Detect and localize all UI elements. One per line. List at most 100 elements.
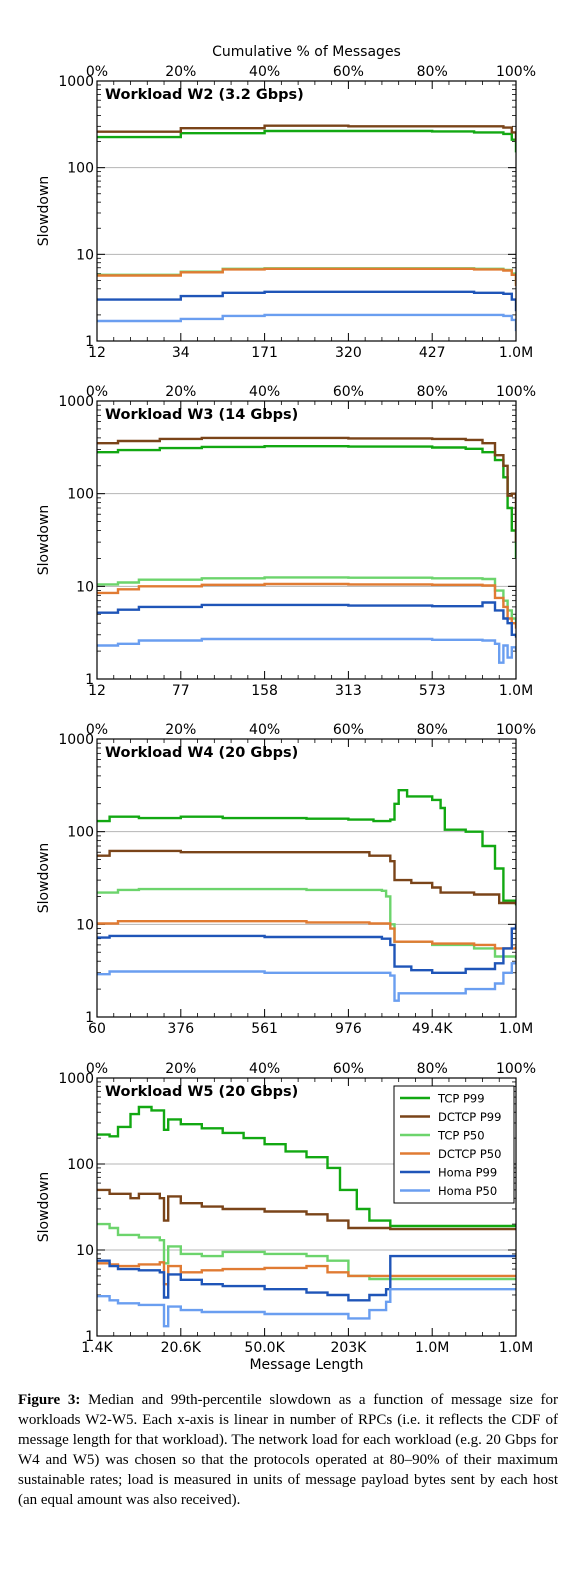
x-tick-label: 1.0M: [499, 1021, 533, 1037]
top-tick-label: 20%: [165, 384, 196, 400]
top-tick-label: 0%: [86, 64, 108, 80]
x-tick-label: 20.6K: [161, 1340, 202, 1356]
series-line-dctcp-p99: [97, 1188, 516, 1231]
y-tick-label: 1: [85, 672, 94, 688]
panel-title: Workload W2 (3.2 Gbps): [105, 87, 304, 103]
y-tick-label: 10: [76, 579, 94, 595]
y-tick-label: 100: [67, 161, 94, 177]
x-tick-label: 561: [251, 1021, 278, 1037]
y-axis-label: Slowdown: [36, 176, 52, 247]
top-tick-label: 0%: [86, 384, 108, 400]
y-axis-label: Slowdown: [36, 1172, 52, 1243]
panel-title: Workload W5 (20 Gbps): [105, 1084, 298, 1100]
y-tick-label: 100: [67, 487, 94, 503]
x-tick-label: 573: [419, 683, 446, 699]
x-tick-label: 77: [172, 683, 190, 699]
x-tick-label: 12: [88, 683, 106, 699]
top-tick-label: 80%: [417, 722, 448, 738]
series-line-tcp-p99: [97, 1105, 516, 1228]
series-line-homa-p99: [97, 1254, 516, 1302]
x-tick-label: 976: [335, 1021, 362, 1037]
legend-box: [393, 1085, 515, 1204]
top-tick-label: 20%: [165, 64, 196, 80]
x-tick-label: 12: [88, 345, 106, 361]
x-tick-label: 49.4K: [412, 1021, 453, 1037]
x-tick-label: 50.0K: [244, 1340, 285, 1356]
series-line-homa-p50: [97, 961, 516, 1002]
x-tick-label: 313: [335, 683, 362, 699]
series-line-homa-p50: [97, 1288, 516, 1328]
figure: Cumulative % of Messages 1 10 100 1000 Slowdo…: [36, 44, 536, 1373]
x-tick-label: 1.0M: [415, 1340, 449, 1356]
y-axis-label: Slowdown: [36, 843, 52, 914]
series-line-dctcp-p99: [97, 436, 516, 543]
series-line-dctcp-p50: [97, 920, 516, 950]
series-line-dctcp-p50: [97, 267, 516, 287]
top-tick-label: 20%: [165, 1061, 196, 1077]
x-tick-label: 427: [419, 345, 446, 361]
x-tick-label: 376: [167, 1021, 194, 1037]
figure-caption: Figure 3: Median and 99th-percentile slo…: [18, 1390, 558, 1510]
legend-label: TCP P99: [437, 1092, 485, 1106]
plot-frame: [96, 738, 517, 1018]
y-tick-label: 1000: [58, 74, 94, 90]
series-line-tcp-p50: [97, 887, 516, 960]
panel-5: 1 10 100 1000 Slowdown 1.4K 20.6K 50.0K 203K 1.0M…: [36, 1061, 536, 1373]
y-tick-label: 100: [67, 1157, 94, 1173]
y-tick-label: 1000: [58, 1071, 94, 1087]
panel-4: 1 10 100 1000 Slowdown 60 376 561 976 49.4K 1.0M 0%…: [36, 722, 536, 1037]
series-line-dctcp-p50: [97, 1261, 516, 1286]
series-line-dctcp-p99: [97, 124, 516, 142]
x-tick-label: 1.0M: [499, 683, 533, 699]
series-line-homa-p99: [97, 290, 516, 312]
x-tick-label: 203K: [330, 1340, 367, 1356]
caption-label: Figure 3:: [18, 1392, 81, 1408]
top-tick-label: 100%: [496, 722, 536, 738]
top-tick-label: 40%: [249, 1061, 280, 1077]
panel-title: Workload W4 (20 Gbps): [105, 745, 298, 761]
plot-frame: [96, 80, 517, 342]
top-tick-label: 0%: [86, 722, 108, 738]
legend-label: Homa P99: [438, 1166, 497, 1180]
top-tick-label: 60%: [333, 722, 364, 738]
x-tick-label: 60: [88, 1021, 106, 1037]
y-tick-label: 1: [85, 1010, 94, 1026]
top-tick-label: 40%: [249, 384, 280, 400]
panel-title: Workload W3 (14 Gbps): [105, 407, 298, 423]
top-tick-label: 0%: [86, 1061, 108, 1077]
series-line-tcp-p99: [97, 445, 516, 559]
top-tick-label: 60%: [333, 1061, 364, 1077]
y-tick-label: 1000: [58, 732, 94, 748]
x-tick-label: 1.0M: [499, 1340, 533, 1356]
y-axis-label: Slowdown: [36, 505, 52, 576]
top-tick-label: 100%: [496, 1061, 536, 1077]
top-tick-label: 40%: [249, 722, 280, 738]
y-tick-label: 100: [67, 825, 94, 841]
top-tick-label: 80%: [417, 1061, 448, 1077]
top-tick-label: 20%: [165, 722, 196, 738]
panel-2: 1 10 100 1000 Slowdown 12 34 171 320 427 1.0M 0% 20%…: [36, 64, 536, 361]
panel-3: 1 10 100 1000 Slowdown 12 77 158 313 573 1.0M 0% 20%…: [36, 384, 536, 699]
legend: TCP P99 DCTCP P99 TCP P50 DCTCP P50 Homa P99…: [393, 1085, 515, 1204]
top-tick-label: 80%: [417, 384, 448, 400]
plot-frame: [96, 1077, 517, 1337]
x-tick-label: 171: [251, 345, 278, 361]
series-line-homa-p99: [97, 601, 516, 638]
plot-frame: [96, 400, 517, 680]
legend-label: TCP P50: [437, 1129, 485, 1143]
y-tick-label: 10: [76, 247, 94, 263]
series-line-tcp-p99: [97, 129, 516, 153]
legend-label: Homa P50: [438, 1184, 497, 1198]
series-line-homa-p99: [97, 924, 516, 974]
x-tick-label: 1.4K: [81, 1340, 113, 1356]
top-tick-label: 100%: [496, 384, 536, 400]
top-axis-label: Cumulative % of Messages: [212, 44, 401, 60]
x-tick-label: 320: [335, 345, 362, 361]
y-tick-label: 1: [85, 1329, 94, 1345]
x-tick-label: 1.0M: [499, 345, 533, 361]
legend-label: DCTCP P50: [438, 1147, 501, 1161]
top-tick-label: 60%: [333, 64, 364, 80]
top-tick-label: 60%: [333, 384, 364, 400]
series-line-dctcp-p99: [97, 849, 516, 905]
top-tick-label: 80%: [417, 64, 448, 80]
